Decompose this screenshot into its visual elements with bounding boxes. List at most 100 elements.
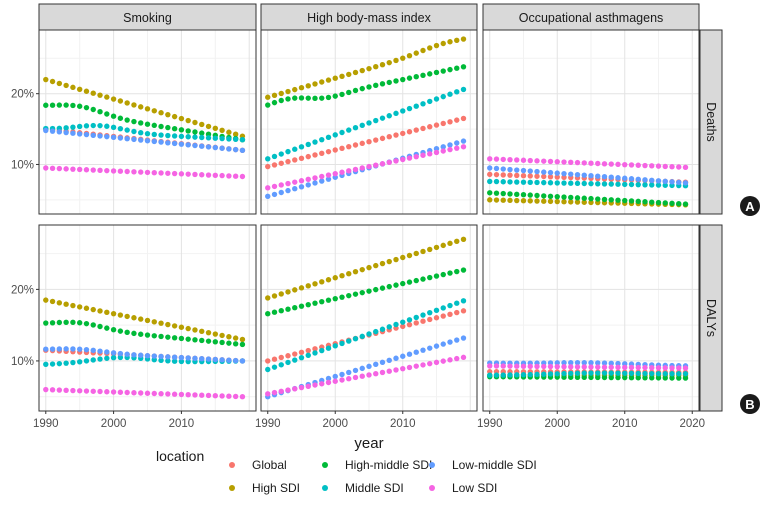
data-point-middle-sdi [110, 355, 117, 361]
data-point-high-middle-sdi [400, 280, 406, 287]
data-point-high-middle-sdi [131, 330, 137, 337]
data-point-high-sdi [292, 287, 298, 293]
data-point-high-middle-sdi [346, 292, 352, 299]
data-point-high-sdi [70, 302, 76, 309]
data-point-high-sdi [298, 285, 305, 291]
data-point-low-sdi [292, 386, 298, 392]
data-point-high-middle-sdi [332, 295, 338, 302]
data-point-middle-sdi [454, 300, 460, 306]
data-point-high-sdi [90, 306, 96, 313]
data-point-low-sdi [104, 389, 110, 395]
data-point-middle-sdi [379, 326, 386, 332]
data-point-high-sdi [171, 113, 178, 120]
data-point-middle-sdi [608, 181, 614, 187]
data-point-low-sdi [339, 377, 345, 383]
data-point-high-middle-sdi [366, 288, 372, 294]
data-point-high-middle-sdi [622, 197, 628, 204]
data-point-low-sdi [655, 365, 662, 371]
data-point-low-middle-sdi [534, 168, 540, 175]
data-point-high-sdi [366, 264, 372, 271]
data-point-low-sdi [346, 376, 352, 382]
data-point-global [406, 129, 413, 135]
data-point-global [366, 138, 372, 145]
data-point-global [520, 173, 527, 179]
data-point-low-sdi [534, 158, 540, 164]
data-point-low-sdi [232, 393, 239, 400]
data-point-high-middle-sdi [493, 190, 500, 196]
data-point-high-middle-sdi [104, 111, 110, 117]
data-point-high-middle-sdi [507, 191, 513, 197]
data-point-high-sdi [568, 199, 574, 205]
data-point-low-sdi [124, 168, 130, 175]
data-point-middle-sdi [608, 370, 614, 376]
x-tick-label: 2010 [169, 418, 195, 430]
facet-row-strip-0 [699, 29, 723, 215]
data-point-high-sdi [406, 53, 413, 59]
data-point-middle-sdi [373, 117, 379, 124]
data-point-high-middle-sdi [601, 374, 608, 381]
data-point-low-sdi [581, 160, 587, 166]
legend-label: Middle SDI [345, 481, 404, 495]
data-point-low-middle-sdi [97, 133, 103, 139]
data-point-low-sdi [219, 393, 225, 399]
data-point-high-sdi [427, 246, 433, 253]
data-point-middle-sdi [325, 345, 332, 351]
data-point-high-middle-sdi [271, 99, 278, 106]
data-point-high-sdi [339, 73, 345, 79]
data-point-low-middle-sdi [90, 347, 96, 354]
data-point-low-sdi [595, 160, 601, 167]
data-point-global [460, 115, 467, 122]
data-point-low-middle-sdi [581, 359, 587, 366]
data-point-middle-sdi [635, 181, 641, 188]
data-point-high-sdi [56, 80, 63, 87]
data-point-high-middle-sdi [635, 198, 641, 205]
data-point-low-sdi [319, 173, 325, 180]
legend-label: Low SDI [452, 481, 497, 495]
data-point-high-middle-sdi [460, 64, 467, 70]
data-point-low-middle-sdi [325, 375, 332, 382]
x-tick-label: 2000 [544, 418, 570, 430]
panel-marker-label: A [745, 199, 755, 214]
data-point-high-middle-sdi [110, 327, 117, 333]
data-point-low-middle-sdi [305, 182, 311, 188]
data-point-low-sdi [386, 159, 392, 166]
data-point-low-sdi [226, 393, 232, 399]
data-point-global [285, 158, 291, 165]
data-point-low-sdi [185, 171, 191, 177]
data-point-low-sdi [608, 364, 614, 370]
data-point-low-middle-sdi [212, 144, 219, 151]
data-point-middle-sdi [487, 372, 493, 378]
data-point-middle-sdi [232, 136, 239, 143]
data-point-low-sdi [199, 172, 205, 178]
data-point-low-sdi [635, 162, 641, 168]
data-point-high-sdi [339, 273, 345, 279]
data-point-high-middle-sdi [655, 375, 662, 381]
data-point-high-middle-sdi [151, 122, 157, 129]
data-point-low-sdi [212, 393, 219, 399]
data-point-middle-sdi [554, 371, 560, 377]
panel-marker-label: B [745, 397, 754, 412]
legend-label: Low-middle SDI [452, 458, 537, 472]
data-point-low-middle-sdi [104, 133, 110, 140]
data-point-high-middle-sdi [219, 339, 225, 346]
data-point-low-middle-sdi [312, 180, 318, 186]
data-point-middle-sdi [90, 357, 96, 363]
data-point-middle-sdi [271, 153, 278, 160]
data-point-high-sdi [400, 254, 406, 261]
data-point-high-middle-sdi [520, 192, 527, 198]
data-point-middle-sdi [534, 179, 540, 186]
data-point-low-sdi [178, 391, 185, 398]
data-point-high-sdi [554, 198, 560, 205]
data-point-global [379, 135, 386, 142]
data-point-global [541, 173, 547, 180]
data-point-middle-sdi [298, 144, 305, 150]
data-point-global [373, 137, 379, 143]
data-point-low-sdi [454, 355, 460, 362]
data-point-global [454, 309, 460, 316]
data-point-low-sdi [43, 386, 49, 393]
data-point-low-middle-sdi [554, 360, 560, 366]
data-point-low-middle-sdi [185, 142, 191, 148]
data-point-low-sdi [507, 363, 513, 369]
data-point-middle-sdi [319, 136, 325, 143]
data-point-high-sdi [427, 45, 433, 51]
